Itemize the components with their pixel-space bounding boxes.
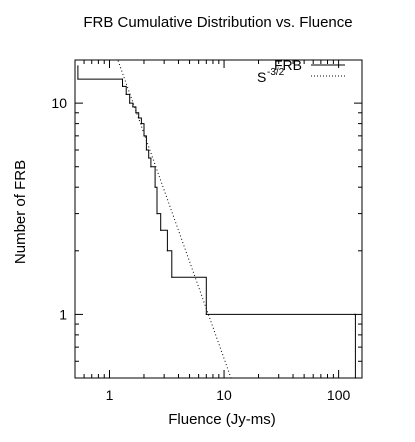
- power-law-line: [117, 60, 232, 378]
- frb-point: [148, 157, 150, 159]
- svg-text:S: S: [257, 69, 266, 85]
- frb-point: [205, 313, 207, 315]
- frb-point: [138, 117, 140, 119]
- x-axis: 1 10 100: [74, 60, 351, 403]
- frb-point: [140, 123, 143, 125]
- frb-point: [77, 65, 79, 67]
- plot-frame: [74, 59, 363, 379]
- frb-point: [154, 186, 156, 188]
- y-tick-label: 10: [51, 95, 67, 111]
- frb-point: [150, 166, 152, 168]
- x-axis-label: Fluence (Jy-ms): [168, 411, 276, 428]
- frb-point: [121, 85, 124, 87]
- frb-point: [145, 149, 148, 151]
- frb-point: [135, 112, 137, 114]
- series-layer: [77, 60, 356, 379]
- frb-point: [77, 78, 79, 80]
- frb-point: [132, 106, 134, 108]
- y-axis: 1 10: [51, 95, 362, 379]
- frb-point: [156, 212, 158, 215]
- svg-text:-3/2: -3/2: [267, 67, 285, 78]
- x-tick-label: 100: [327, 387, 351, 403]
- frb-point: [166, 250, 168, 252]
- y-axis-label: Number of FRB: [12, 160, 29, 264]
- frb-point: [129, 102, 131, 104]
- y-tick-label: 1: [59, 306, 67, 322]
- frb-point: [354, 377, 356, 379]
- legend-label-frb: FRB: [274, 57, 302, 73]
- legend-label-power-law: S -3/2: [257, 67, 285, 85]
- x-tick-label: 10: [216, 387, 232, 403]
- frb-point: [160, 229, 162, 231]
- frb-point: [143, 135, 145, 137]
- x-tick-label: 1: [106, 387, 114, 403]
- frb-step-line: [77, 65, 356, 378]
- frb-point: [171, 276, 173, 278]
- legend: FRB S -3/2: [257, 57, 345, 85]
- frb-point: [125, 93, 127, 95]
- chart-title: FRB Cumulative Distribution vs. Fluence: [83, 14, 352, 31]
